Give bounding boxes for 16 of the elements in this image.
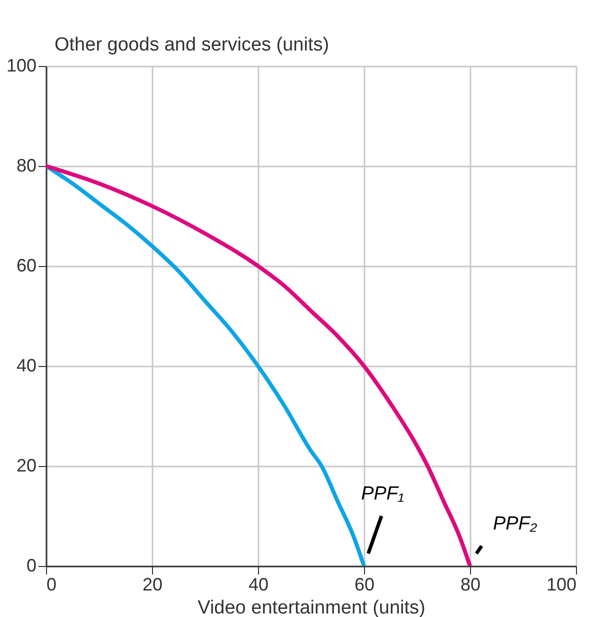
x-tick-label: 100 bbox=[546, 574, 576, 594]
y-tick-label: 100 bbox=[6, 56, 36, 76]
y-tick-label: 40 bbox=[16, 356, 36, 376]
x-tick-label: 20 bbox=[142, 574, 163, 594]
y-tick-label: 0 bbox=[26, 556, 36, 576]
line-series bbox=[46, 164, 472, 566]
y-tick-label: 20 bbox=[16, 456, 36, 476]
series-label: PPF₁ bbox=[361, 484, 404, 504]
y-tick-label: 60 bbox=[16, 256, 36, 276]
y-tick-label: 80 bbox=[16, 156, 36, 176]
x-tick-label: 0 bbox=[46, 574, 57, 594]
x-tick-label: 80 bbox=[460, 574, 481, 594]
x-tick-label: 40 bbox=[248, 574, 269, 594]
series-label: PPF₂ bbox=[492, 514, 538, 534]
x-tick-label: 60 bbox=[354, 574, 375, 594]
y-axis-title: Other goods and services (units) bbox=[54, 34, 330, 56]
